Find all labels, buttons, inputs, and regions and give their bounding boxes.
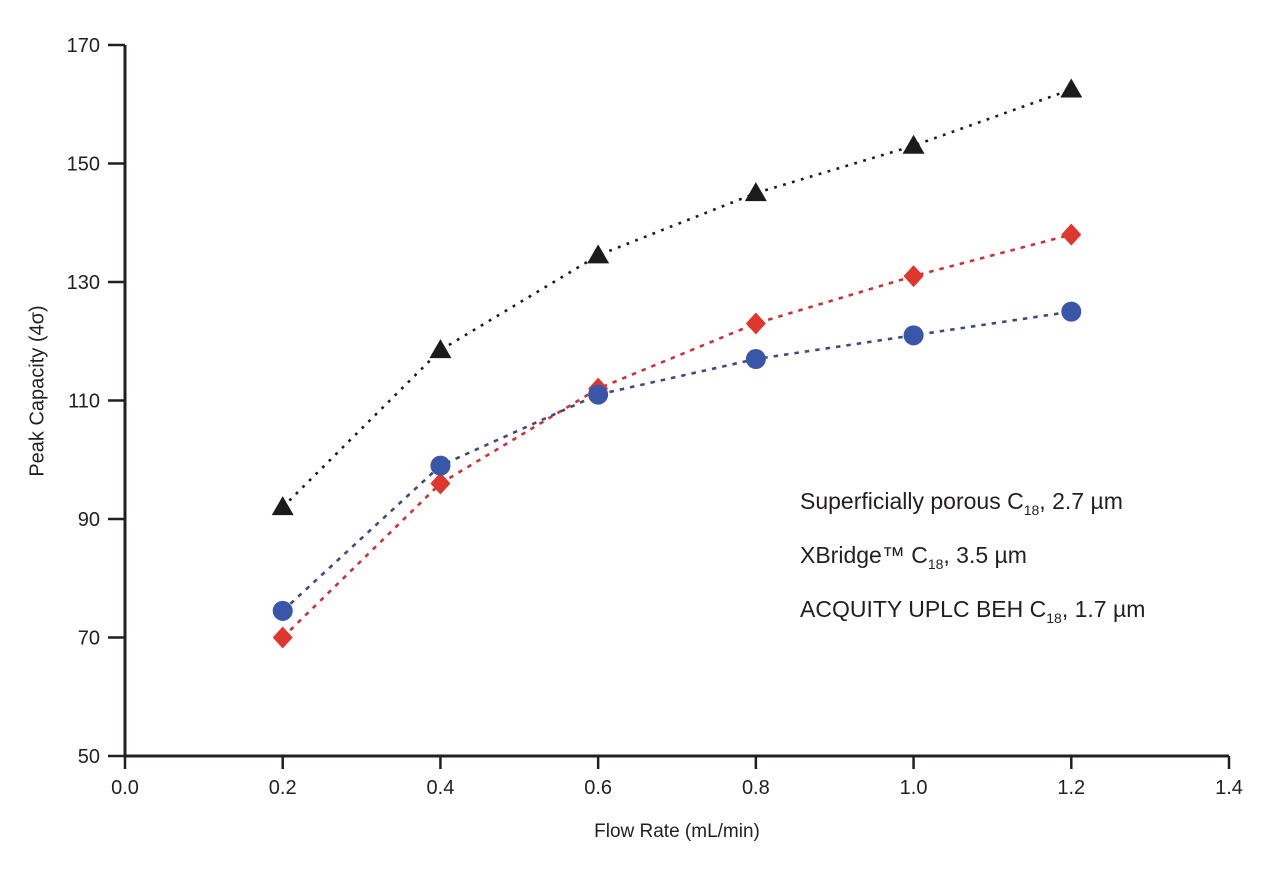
y-tick-label: 130 [67, 272, 100, 294]
y-tick-label: 170 [67, 35, 100, 57]
x-tick-label: 0.2 [269, 777, 297, 799]
y-tick-label: 150 [67, 154, 100, 176]
triangle-marker [271, 496, 294, 516]
y-tick-label: 90 [78, 509, 100, 531]
x-tick-label: 1.4 [1215, 777, 1243, 799]
legend-entry-acquity: ACQUITY UPLC BEH C18, 1.7 µm [800, 582, 1145, 636]
legend-text: , 3.5 µm [943, 542, 1027, 568]
circle-marker [903, 325, 924, 346]
legend: Superficially porous C18, 2.7 µm XBridge… [800, 474, 1145, 636]
x-tick-label: 0.0 [111, 777, 139, 799]
legend-subscript: 18 [1046, 610, 1062, 626]
legend-text: , 1.7 µm [1061, 596, 1146, 622]
triangle-marker [429, 339, 452, 359]
legend-text: ACQUITY UPLC BEH C [800, 596, 1047, 622]
legend-text: XBridge™ C [800, 542, 928, 568]
circle-marker [588, 384, 609, 405]
diamond-marker [272, 626, 293, 649]
y-axis-title: Peak Capacity (4σ) [26, 305, 49, 477]
axes [123, 45, 1229, 758]
diamond-marker [1061, 223, 1082, 246]
y-tick-label: 50 [78, 746, 100, 768]
series-circle [272, 301, 1082, 621]
circle-marker [430, 455, 451, 476]
legend-subscript: 18 [1023, 502, 1040, 518]
legend-text: Superficially porous C [800, 488, 1024, 514]
x-tick-label: 0.4 [427, 777, 455, 799]
diamond-marker [745, 312, 766, 335]
triangle-marker [1060, 78, 1083, 98]
legend-subscript: 18 [927, 556, 944, 572]
diamond-marker [430, 472, 451, 495]
series-line-diamond [281, 233, 1072, 639]
series-line-triangle [281, 88, 1072, 509]
x-tick-label: 1.0 [900, 777, 928, 799]
legend-entry-superficially-porous: Superficially porous C18, 2.7 µm [800, 474, 1145, 528]
series-line-circle [281, 310, 1072, 612]
triangle-marker [744, 182, 767, 202]
circle-marker [272, 600, 293, 621]
legend-entry-xbridge: XBridge™ C18, 3.5 µm [800, 528, 1145, 582]
series-diamond [272, 223, 1082, 649]
triangle-marker [587, 244, 610, 264]
x-axis-title: Flow Rate (mL/min) [594, 821, 760, 842]
y-tick-label: 70 [78, 628, 100, 650]
circle-marker [745, 349, 766, 370]
diamond-marker [903, 265, 924, 288]
x-axis-ticks: 0.0 0.2 0.4 0.6 0.8 1.0 1.2 1.4 [111, 756, 1243, 799]
triangle-marker [902, 134, 925, 154]
y-tick-label: 110 [68, 391, 100, 413]
x-tick-label: 0.6 [584, 777, 612, 799]
y-axis-ticks: 50 70 90 110 130 150 170 [67, 35, 125, 768]
series-triangle [271, 78, 1083, 516]
x-tick-label: 1.2 [1057, 777, 1085, 799]
legend-text: , 2.7 µm [1039, 488, 1123, 514]
x-tick-label: 0.8 [742, 777, 770, 799]
circle-marker [1061, 301, 1082, 322]
